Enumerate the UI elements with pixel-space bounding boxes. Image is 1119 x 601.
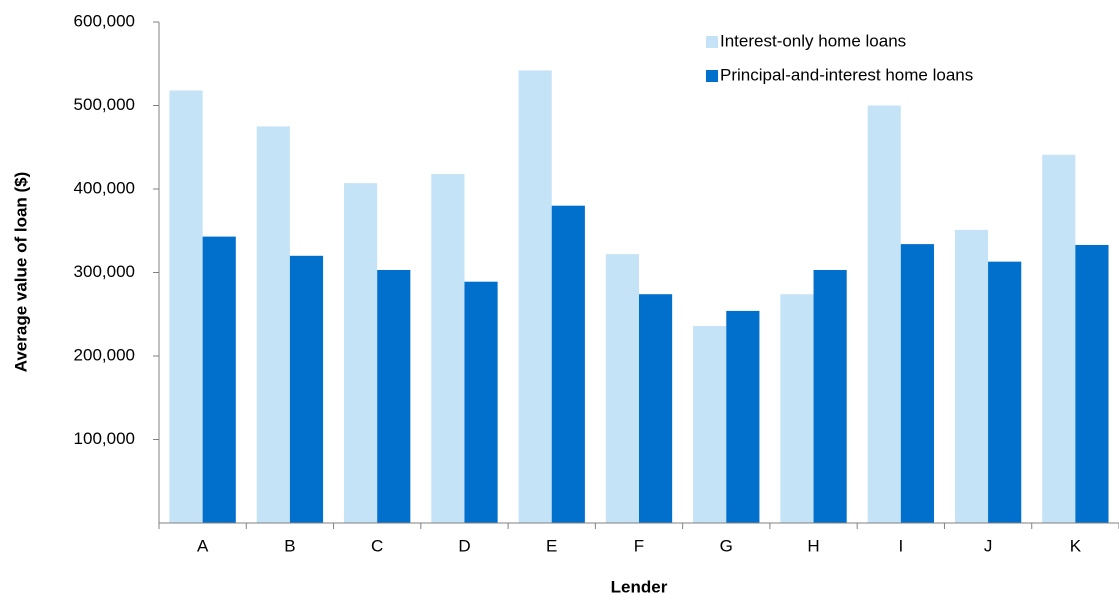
y-tick-label: 100,000: [74, 429, 135, 448]
bar: [551, 205, 585, 523]
x-tick-label: J: [984, 536, 993, 555]
y-tick-label: 600,000: [74, 11, 135, 30]
x-tick-label: F: [634, 536, 644, 555]
bar: [344, 183, 378, 523]
bar: [954, 229, 989, 524]
bar: [256, 126, 290, 523]
legend-label: Principal-and-interest home loans: [720, 65, 973, 84]
bar: [289, 255, 324, 524]
y-tick-label: 300,000: [74, 262, 135, 281]
bar: [464, 281, 498, 523]
bar: [900, 244, 934, 524]
x-tick-label: E: [546, 536, 557, 555]
bar: [377, 269, 411, 523]
bar: [988, 261, 1022, 523]
x-tick-label: B: [284, 536, 295, 555]
bar: [169, 90, 203, 523]
bar: [605, 254, 639, 523]
x-tick-label: K: [1070, 536, 1082, 555]
bar: [780, 294, 814, 523]
legend-swatch: [706, 36, 718, 48]
bar: [867, 105, 901, 523]
bar: [431, 173, 465, 523]
x-tick-label: A: [197, 536, 209, 555]
x-tick-label: D: [458, 536, 470, 555]
bar: [693, 325, 727, 523]
y-tick-label: 500,000: [74, 95, 135, 114]
x-tick-label: I: [898, 536, 903, 555]
y-axis-label: Average value of loan ($): [11, 172, 30, 373]
y-tick-label: 400,000: [74, 178, 135, 197]
bar: [726, 310, 760, 523]
bar: [813, 269, 847, 523]
bar: [1075, 244, 1109, 523]
x-tick-label: G: [720, 536, 733, 555]
x-axis-label: Lender: [611, 577, 668, 596]
bar: [518, 70, 552, 524]
bar: [202, 236, 236, 523]
legend-label: Interest-only home loans: [720, 31, 906, 50]
bar: [639, 294, 673, 523]
bar: [1042, 154, 1076, 523]
x-tick-label: H: [807, 536, 819, 555]
x-tick-label: C: [371, 536, 383, 555]
y-tick-label: 200,000: [74, 345, 135, 364]
legend-swatch: [706, 70, 718, 82]
